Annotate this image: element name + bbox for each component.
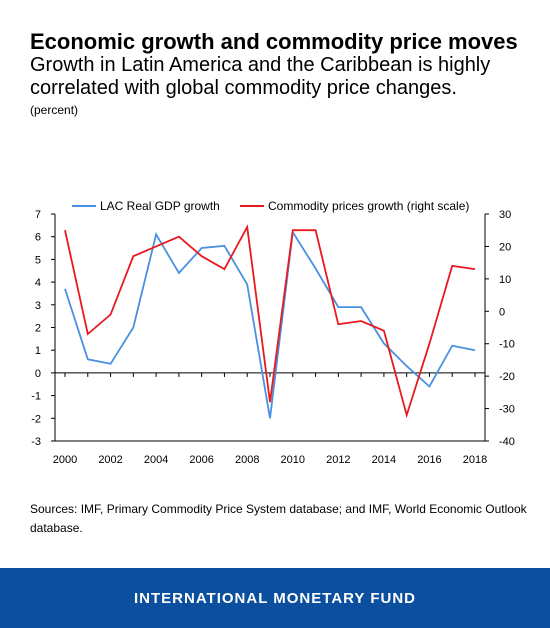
left-tick-label: 7 bbox=[35, 209, 41, 221]
header: Economic growth and commodity price move… bbox=[30, 30, 530, 119]
chart-legend: LAC Real GDP growth Commodity prices gro… bbox=[72, 199, 469, 213]
left-tick-label: 6 bbox=[35, 232, 41, 244]
legend-label-gdp: LAC Real GDP growth bbox=[100, 199, 220, 213]
x-tick-label: 2014 bbox=[372, 454, 396, 466]
right-tick-label: -40 bbox=[499, 436, 515, 448]
page-title: Economic growth and commodity price move… bbox=[30, 29, 518, 54]
series-line-commodity bbox=[64, 224, 476, 419]
left-tick-label: -1 bbox=[31, 391, 41, 403]
sources-note: Sources: IMF, Primary Commodity Price Sy… bbox=[30, 502, 527, 535]
x-tick-label: 2012 bbox=[326, 454, 350, 466]
left-tick-label: 1 bbox=[35, 345, 41, 357]
right-tick-label: 30 bbox=[499, 209, 511, 221]
left-tick-label: -3 bbox=[31, 436, 41, 448]
left-tick-label: 3 bbox=[35, 300, 41, 312]
line-chart: LAC Real GDP growth Commodity prices gro… bbox=[31, 199, 515, 466]
left-tick-label: 5 bbox=[35, 254, 41, 266]
right-tick-label: 10 bbox=[499, 274, 511, 286]
right-tick-label: -10 bbox=[499, 339, 515, 351]
chart-series bbox=[64, 224, 476, 419]
page-subtitle: Growth in Latin America and the Caribbea… bbox=[30, 54, 491, 99]
unit-label: (percent) bbox=[30, 103, 79, 117]
right-tick-label: -30 bbox=[499, 404, 515, 416]
x-tick-label: 2006 bbox=[189, 454, 213, 466]
left-tick-label: 0 bbox=[35, 368, 41, 380]
x-tick-label: 2002 bbox=[98, 454, 122, 466]
right-tick-label: 20 bbox=[499, 241, 511, 253]
x-tick-label: 2000 bbox=[53, 454, 77, 466]
right-tick-label: 0 bbox=[499, 306, 505, 318]
x-tick-label: 2016 bbox=[417, 454, 441, 466]
footer-banner: INTERNATIONAL MONETARY FUND bbox=[0, 568, 550, 628]
footer-label: INTERNATIONAL MONETARY FUND bbox=[134, 589, 416, 607]
x-tick-label: 2010 bbox=[281, 454, 305, 466]
right-tick-label: -20 bbox=[499, 371, 515, 383]
left-tick-label: 2 bbox=[35, 323, 41, 335]
series-line-gdp bbox=[64, 229, 476, 419]
x-tick-label: 2004 bbox=[144, 454, 168, 466]
x-tick-label: 2008 bbox=[235, 454, 259, 466]
left-tick-label: -2 bbox=[31, 413, 41, 425]
x-tick-label: 2018 bbox=[463, 454, 487, 466]
left-tick-label: 4 bbox=[35, 277, 41, 289]
legend-label-commodity: Commodity prices growth (right scale) bbox=[268, 199, 469, 213]
